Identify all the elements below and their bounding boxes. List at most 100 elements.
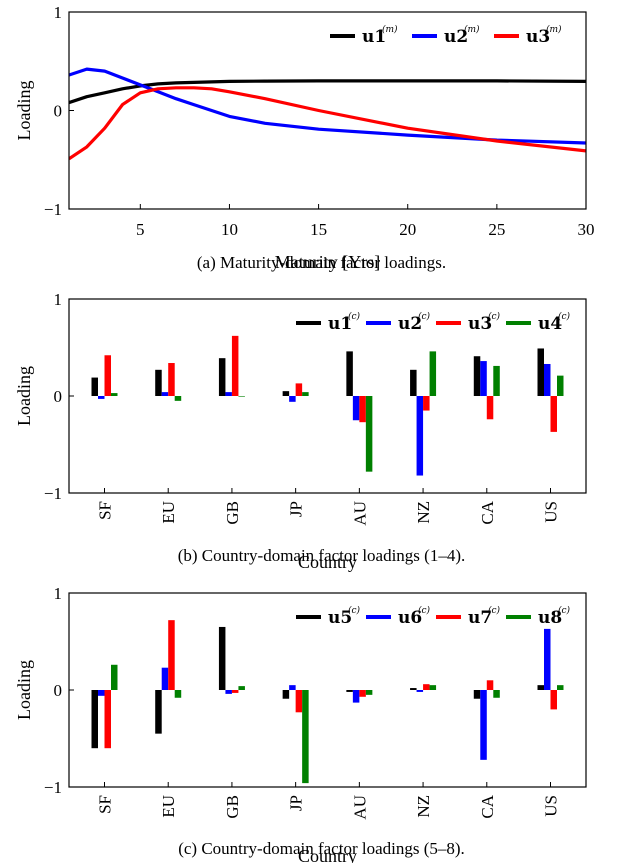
- bar-u6-JP: [289, 685, 296, 690]
- bar-u3-AU: [359, 396, 366, 423]
- bar-u8-JP: [302, 690, 309, 784]
- bar-u3-CA: [486, 396, 494, 420]
- legend-superscript: (m): [382, 24, 398, 35]
- x-tick-label: AU: [350, 501, 369, 526]
- legend-superscript: (c): [488, 605, 501, 616]
- x-tick-label: 10: [221, 220, 238, 239]
- bar-u4-CA: [493, 365, 500, 396]
- x-tick-label: EU: [159, 795, 178, 818]
- bar-u4-AU: [365, 396, 373, 472]
- bar-u7-US: [550, 690, 557, 710]
- legend-entry: u7: [468, 608, 492, 628]
- bar-u8-SF: [111, 664, 118, 690]
- bar-u3-EU: [168, 363, 175, 396]
- series-line-u3: [69, 86, 586, 161]
- x-tick-label: CA: [478, 500, 497, 524]
- bar-u6-EU: [161, 667, 169, 690]
- x-tick-label: AU: [350, 795, 369, 820]
- y-tick-label: −1: [44, 484, 62, 503]
- x-tick-label: NZ: [414, 501, 433, 524]
- y-tick-label: −1: [44, 200, 62, 219]
- legend-superscript: (c): [558, 605, 571, 616]
- y-tick-label: 1: [54, 3, 63, 22]
- bar-u7-JP: [295, 690, 303, 713]
- bar-u7-SF: [104, 690, 111, 749]
- bar-u8-CA: [493, 690, 500, 698]
- bar-u4-SF: [111, 393, 118, 396]
- bar-u5-NZ: [410, 688, 417, 690]
- legend-superscript: (c): [418, 605, 431, 616]
- bar-u6-SF: [98, 690, 105, 696]
- legend-entry: u6: [398, 608, 422, 628]
- y-tick-label: 1: [54, 584, 63, 603]
- x-tick-label: US: [542, 501, 561, 523]
- bar-u1-CA: [473, 356, 481, 396]
- bar-u2-SF: [98, 396, 105, 399]
- x-tick-label: CA: [478, 794, 497, 818]
- legend-superscript: (c): [348, 311, 361, 322]
- legend-entry: u3: [526, 27, 550, 47]
- legend-superscript: (m): [546, 24, 562, 35]
- bar-u4-JP: [302, 392, 309, 396]
- bar-u4-EU: [174, 396, 182, 401]
- legend-entry: u1: [328, 314, 352, 334]
- bar-u8-EU: [174, 690, 182, 698]
- plot-frame: [68, 298, 587, 494]
- bar-u5-EU: [155, 690, 162, 734]
- x-axis-label: Maturity [Yrs]: [275, 252, 380, 272]
- bar-u3-US: [550, 396, 557, 432]
- bar-u8-AU: [365, 690, 373, 695]
- legend-superscript: (c): [418, 311, 431, 322]
- bar-u7-AU: [359, 690, 366, 697]
- bar-u1-AU: [346, 351, 353, 396]
- bar-u5-JP: [282, 690, 290, 699]
- y-axis-label: Loading: [14, 660, 34, 720]
- bar-u8-US: [557, 685, 564, 690]
- bar-u1-NZ: [410, 369, 417, 396]
- bar-u7-CA: [486, 680, 494, 690]
- bar-u1-GB: [218, 358, 226, 396]
- x-tick-label: 15: [310, 220, 327, 239]
- panel-caption: (a) Maturity-domain factor loadings.: [197, 253, 446, 272]
- series-line-u1: [69, 79, 586, 105]
- bar-u3-JP: [295, 383, 303, 396]
- plot-frame: [68, 11, 587, 210]
- x-tick-label: GB: [223, 795, 242, 819]
- x-tick-label: GB: [223, 501, 242, 525]
- bar-u4-US: [557, 375, 564, 396]
- bar-u5-SF: [91, 690, 98, 749]
- bar-u2-CA: [480, 361, 487, 396]
- bar-u2-AU: [352, 396, 360, 421]
- bar-u1-EU: [155, 369, 162, 396]
- bar-u1-US: [537, 348, 544, 396]
- bar-u8-NZ: [429, 685, 437, 690]
- y-tick-label: 0: [54, 387, 63, 406]
- panel-caption: (b) Country-domain factor loadings (1–4)…: [178, 546, 466, 565]
- bar-u2-JP: [289, 396, 296, 402]
- y-axis-label: Loading: [14, 366, 34, 426]
- x-axis-label: Country: [298, 846, 357, 863]
- bar-u3-NZ: [423, 396, 430, 411]
- bar-u5-CA: [473, 690, 481, 699]
- legend-entry: u2: [398, 314, 422, 334]
- bar-u3-SF: [104, 355, 111, 396]
- x-tick-label: SF: [96, 501, 115, 520]
- x-tick-label: US: [542, 795, 561, 817]
- panel-caption: (c) Country-domain factor loadings (5–8)…: [178, 839, 465, 858]
- bar-u4-GB: [238, 396, 245, 397]
- legend-superscript: (c): [488, 311, 501, 322]
- y-tick-label: 0: [54, 102, 63, 121]
- bar-u5-GB: [218, 626, 226, 690]
- bar-u2-EU: [161, 392, 169, 396]
- bar-u6-NZ: [416, 690, 424, 692]
- x-tick-label: 25: [488, 220, 505, 239]
- x-tick-label: NZ: [414, 795, 433, 818]
- bar-u8-GB: [238, 686, 245, 690]
- bar-u7-NZ: [423, 684, 430, 690]
- legend-entry: u5: [328, 608, 352, 628]
- bar-u6-GB: [225, 690, 232, 694]
- x-tick-label: 20: [399, 220, 416, 239]
